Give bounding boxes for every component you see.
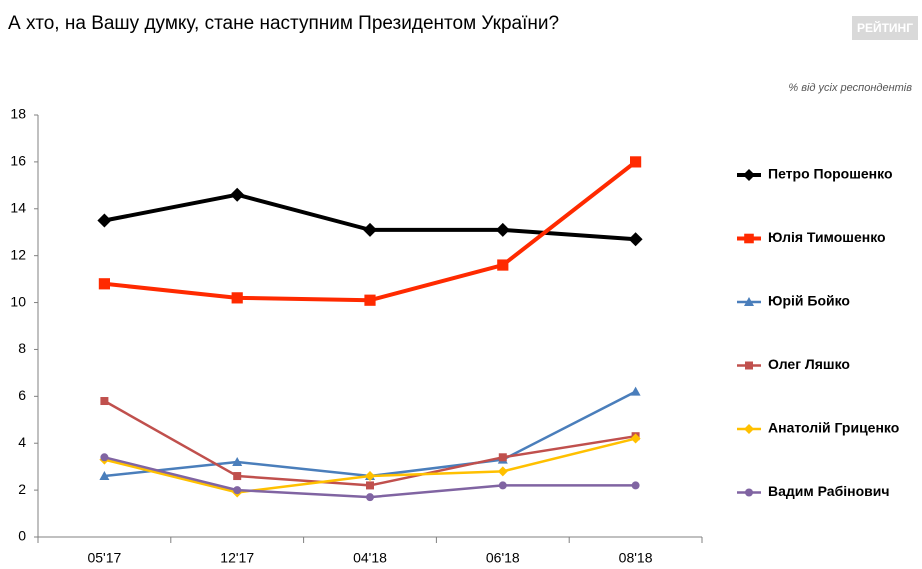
y-tick-label: 18: [10, 106, 26, 122]
y-tick-label: 6: [18, 387, 26, 403]
subtitle: % від усіх респондентів: [788, 82, 912, 94]
marker: [232, 456, 243, 466]
marker: [233, 472, 242, 481]
x-tick-label: 05'17: [87, 550, 121, 566]
x-tick-label: 04'18: [353, 550, 387, 566]
marker: [98, 278, 110, 290]
y-tick-label: 14: [10, 199, 26, 215]
marker: [231, 292, 243, 304]
marker: [497, 466, 508, 477]
marker: [744, 297, 754, 306]
x-tick-label: 12'17: [220, 550, 254, 566]
marker: [744, 233, 754, 244]
marker: [366, 493, 374, 502]
marker: [497, 259, 509, 271]
marker: [498, 453, 507, 462]
marker: [498, 481, 507, 490]
marker: [97, 213, 112, 228]
y-tick-label: 16: [10, 153, 26, 169]
y-tick-label: 4: [18, 434, 26, 450]
marker: [743, 169, 755, 181]
legend-label: Анатолій Гриценко: [768, 420, 899, 436]
x-tick-label: 06'18: [486, 550, 520, 566]
marker: [100, 397, 109, 406]
marker: [230, 187, 245, 202]
series-line: [104, 390, 637, 478]
legend-label: Юлія Тимошенко: [768, 229, 886, 245]
y-tick-label: 0: [18, 528, 26, 544]
marker: [233, 486, 242, 495]
chart-title: А хто, на Вашу думку, стане наступним Пр…: [8, 13, 559, 34]
logo-box: [852, 16, 918, 40]
marker: [628, 232, 643, 247]
marker: [630, 156, 642, 168]
marker: [630, 433, 641, 444]
marker: [745, 361, 753, 370]
marker: [631, 481, 640, 490]
marker: [100, 453, 109, 462]
legend-label: Вадим Рабінович: [768, 483, 889, 499]
x-tick-label: 08'18: [619, 550, 653, 566]
marker: [744, 424, 754, 434]
logo: РЕЙТИНГ: [857, 20, 913, 35]
marker: [364, 294, 376, 306]
marker: [99, 471, 110, 481]
y-tick-label: 10: [10, 293, 26, 309]
marker: [745, 488, 753, 497]
marker: [630, 386, 641, 396]
legend-label: Олег Ляшко: [768, 356, 850, 372]
y-tick-label: 2: [18, 481, 26, 497]
legend-label: Петро Порошенко: [768, 166, 893, 182]
y-tick-label: 12: [10, 246, 26, 262]
legend-label: Юрій Бойко: [768, 293, 850, 309]
marker: [363, 222, 377, 237]
marker: [365, 471, 375, 482]
marker: [366, 481, 374, 490]
y-tick-label: 8: [18, 340, 26, 356]
marker: [495, 222, 510, 237]
